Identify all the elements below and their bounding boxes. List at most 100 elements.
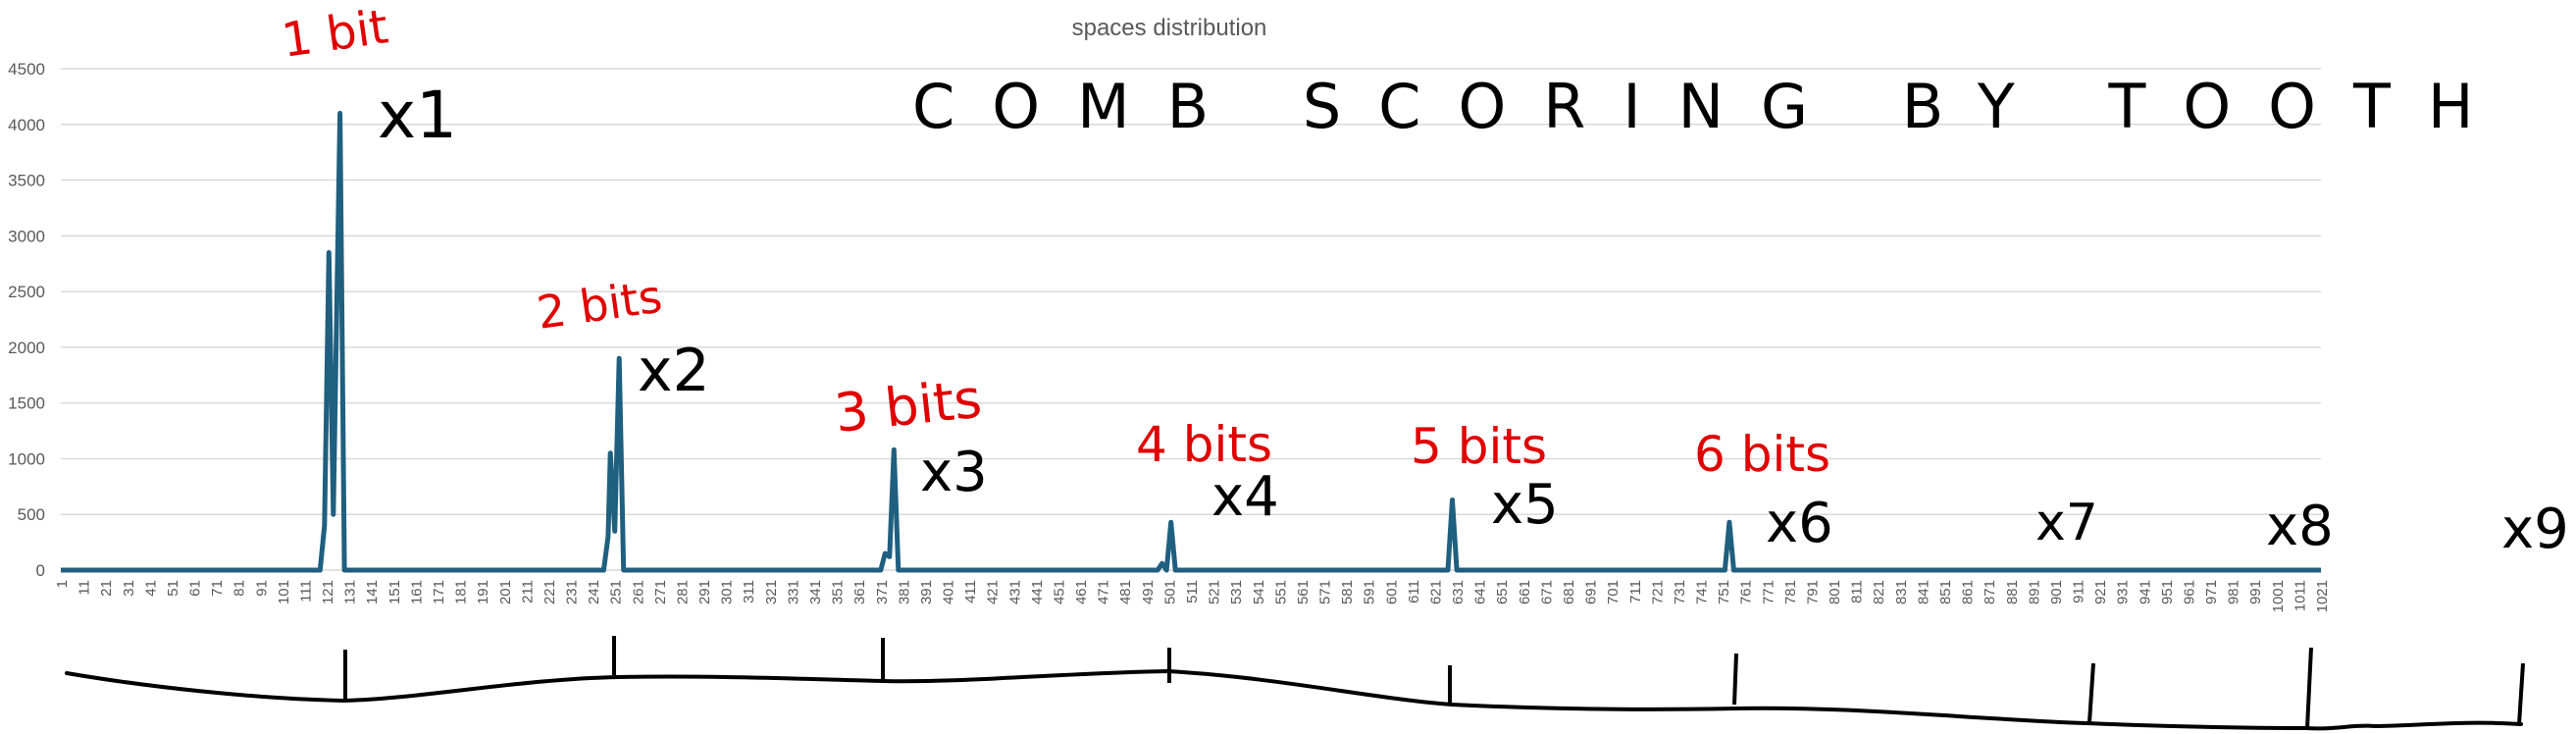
x-tick-label: 321 — [763, 580, 780, 604]
x-tick-label: 111 — [297, 580, 314, 603]
x-tick-label: 81 — [232, 580, 248, 597]
handwritten-annotations: COMB SCORING BY TOOTH 1 bit 2 bits 3 bit… — [65, 0, 2569, 731]
x-tick-label: 881 — [2004, 580, 2021, 604]
series-line-0 — [61, 110, 2321, 573]
y-tick-label: 2000 — [8, 339, 45, 357]
x-tick-label: 591 — [1362, 580, 1378, 604]
x-tick-label: 751 — [1716, 580, 1732, 604]
y-tick-label: 3500 — [8, 172, 45, 190]
x-tick-label: 681 — [1561, 580, 1577, 604]
x-tick-label: 651 — [1494, 580, 1511, 604]
y-tick-label: 4000 — [8, 116, 45, 134]
x-tick-label: 761 — [1738, 580, 1755, 604]
series-layer — [61, 110, 2321, 573]
x-tick-label: 911 — [2071, 580, 2087, 603]
red-label-4: 4 bits — [1136, 416, 1272, 473]
x-tick-label: 631 — [1450, 580, 1467, 604]
x-tick-label: 121 — [320, 580, 336, 604]
x-tick-label: 971 — [2203, 580, 2220, 604]
x-tick-label: 91 — [253, 580, 270, 597]
x-tick-label: 311 — [741, 580, 757, 603]
red-label-3: 3 bits — [832, 368, 985, 445]
comb-spine — [65, 668, 2523, 731]
x-tick-label: 61 — [187, 580, 204, 597]
x-tick-label: 891 — [2026, 580, 2042, 604]
multiplier-7: x7 — [2035, 494, 2098, 552]
x-axis-ticks: 1 11 21 31 41 51 61 71 81 91 101 111 121 131 141 151 161… — [54, 580, 2331, 612]
x-tick-label: 531 — [1228, 580, 1245, 604]
multiplier-4: x4 — [1211, 465, 1279, 529]
x-tick-label: 821 — [1871, 580, 1887, 604]
x-tick-label: 741 — [1694, 580, 1711, 604]
multiplier-1: x1 — [378, 78, 457, 153]
x-tick-label: 931 — [2115, 580, 2132, 604]
x-tick-label: 511 — [1184, 580, 1201, 603]
x-tick-label: 831 — [1893, 580, 1910, 604]
x-tick-label: 441 — [1029, 580, 1046, 604]
x-tick-label: 351 — [830, 580, 847, 604]
x-tick-label: 701 — [1605, 580, 1622, 604]
x-tick-label: 621 — [1427, 580, 1444, 604]
x-tick-label: 1021 — [2314, 580, 2331, 612]
x-tick-label: 251 — [608, 580, 625, 604]
red-label-1: 1 bit — [279, 0, 391, 69]
multiplier-8: x8 — [2266, 495, 2334, 558]
multiplier-6: x6 — [1766, 492, 1833, 555]
x-tick-label: 431 — [1006, 580, 1023, 604]
x-tick-label: 501 — [1161, 580, 1178, 604]
x-tick-label: 791 — [1804, 580, 1821, 604]
red-label-2: 2 bits — [534, 270, 665, 340]
x-tick-label: 731 — [1672, 580, 1688, 604]
x-tick-label: 481 — [1117, 580, 1134, 604]
x-tick-label: 951 — [2159, 580, 2176, 604]
multiplier-5: x5 — [1491, 473, 1559, 537]
x-tick-label: 491 — [1140, 580, 1157, 604]
x-tick-label: 231 — [564, 580, 581, 604]
x-tick-label: 71 — [209, 580, 226, 597]
x-tick-label: 521 — [1207, 580, 1223, 604]
x-tick-label: 551 — [1272, 580, 1289, 604]
x-tick-label: 461 — [1073, 580, 1090, 604]
y-axis-ticks: 0 500 1000 1500 2000 2500 3000 3500 4000 4500 — [8, 60, 45, 580]
y-tick-label: 500 — [18, 505, 45, 524]
multiplier-3: x3 — [920, 441, 988, 504]
x-tick-label: 271 — [652, 580, 669, 604]
comb-tooth-6 — [1732, 653, 1738, 706]
x-tick-label: 781 — [1782, 580, 1799, 604]
x-tick-label: 471 — [1096, 580, 1112, 604]
y-tick-label: 2500 — [8, 283, 45, 301]
x-tick-label: 611 — [1406, 580, 1422, 603]
x-tick-label: 241 — [586, 580, 602, 604]
x-tick-label: 131 — [342, 580, 359, 604]
x-tick-label: 711 — [1627, 580, 1644, 603]
x-tick-label: 381 — [896, 580, 912, 604]
x-tick-label: 921 — [2092, 580, 2109, 604]
x-tick-label: 391 — [918, 580, 935, 604]
red-label-5: 5 bits — [1411, 418, 1547, 475]
x-tick-label: 331 — [785, 580, 801, 604]
x-tick-label: 721 — [1649, 580, 1666, 604]
x-tick-label: 451 — [1051, 580, 1067, 604]
x-tick-label: 1 — [54, 580, 71, 588]
x-tick-label: 31 — [121, 580, 137, 597]
x-tick-label: 991 — [2247, 580, 2264, 604]
x-tick-label: 941 — [2137, 580, 2153, 604]
x-tick-label: 411 — [962, 580, 979, 603]
x-tick-label: 401 — [941, 580, 957, 604]
x-tick-label: 41 — [142, 580, 159, 597]
multiplier-2: x2 — [638, 337, 710, 405]
x-tick-label: 301 — [719, 580, 736, 604]
x-tick-label: 861 — [1960, 580, 1977, 604]
x-tick-label: 871 — [1982, 580, 1998, 604]
x-tick-label: 811 — [1849, 580, 1866, 603]
x-tick-label: 181 — [453, 580, 470, 604]
comb-tooth-8 — [2305, 647, 2313, 729]
x-tick-label: 981 — [2226, 580, 2242, 604]
x-tick-label: 161 — [408, 580, 425, 604]
chart-title: spaces distribution — [1072, 15, 1267, 41]
x-tick-label: 341 — [807, 580, 824, 604]
x-tick-label: 901 — [2048, 580, 2065, 604]
comb-tooth-7 — [2087, 662, 2095, 723]
